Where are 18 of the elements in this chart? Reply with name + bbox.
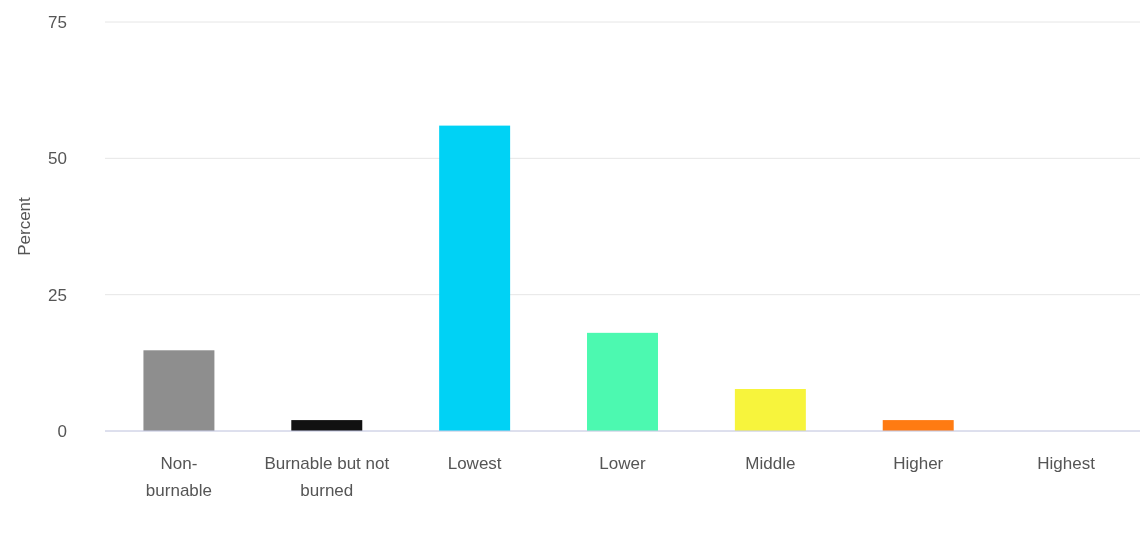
y-tick-label: 0 (57, 421, 67, 441)
x-tick-label: Lowest (447, 454, 502, 474)
x-tick-label: Non-burnable (145, 454, 213, 501)
bar (587, 332, 658, 431)
x-tick-label: Middle (745, 454, 796, 474)
x-tick-label: Highest (1037, 454, 1096, 474)
bar (291, 420, 363, 431)
bar (734, 389, 806, 431)
x-tick-label: Lower (599, 454, 646, 474)
y-tick-label: 75 (48, 12, 67, 32)
y-tick-label: 50 (48, 149, 67, 169)
y-tick-label: 25 (48, 285, 67, 305)
bar (882, 420, 954, 431)
x-tick-label: Higher (893, 454, 944, 474)
y-axis-title: Percent (15, 196, 34, 256)
x-tick-label: Burnable but not burned (264, 454, 390, 501)
bar (439, 125, 511, 431)
bar (143, 350, 215, 431)
